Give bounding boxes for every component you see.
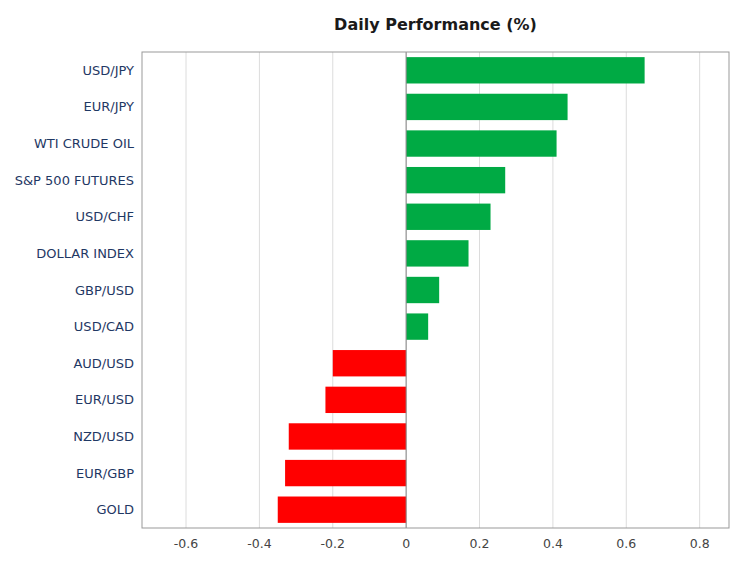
background: [0, 0, 753, 568]
bars: [278, 57, 645, 523]
x-tick-label: -0.2: [321, 536, 345, 551]
category-label: EUR/USD: [75, 392, 134, 407]
chart-svg: Daily Performance (%) -0.6 -0.4 -0.2 0 0.2 0.4…: [0, 0, 753, 568]
x-tick-label: 0: [402, 536, 410, 551]
grid-line: [626, 52, 627, 528]
bar: [406, 57, 644, 83]
category-label: EUR/JPY: [84, 99, 135, 114]
grid-line: [332, 52, 333, 528]
x-tick-label: 0.6: [616, 536, 636, 551]
bar: [333, 350, 406, 376]
category-label: S&P 500 FUTURES: [15, 173, 134, 188]
plot-frame: [142, 52, 729, 528]
category-label: DOLLAR INDEX: [36, 246, 134, 261]
x-tick-label: 0.8: [690, 536, 710, 551]
grid-line: [406, 52, 407, 528]
bar: [278, 497, 406, 523]
chart-title: Daily Performance (%): [334, 15, 537, 34]
x-tick-label: 0.2: [470, 536, 490, 551]
grid-line: [479, 52, 480, 528]
grid-line: [186, 52, 187, 528]
category-label: GOLD: [96, 502, 134, 517]
bar: [406, 313, 428, 339]
bar: [325, 387, 406, 413]
category-label: USD/JPY: [83, 63, 135, 78]
category-label: NZD/USD: [73, 429, 134, 444]
grid: [186, 52, 700, 528]
x-tick-label: -0.4: [247, 536, 271, 551]
x-tick-label: -0.6: [174, 536, 198, 551]
bar: [285, 460, 406, 486]
bar: [406, 130, 556, 156]
zero-line: [406, 52, 407, 528]
chart-container: Daily Performance (%) -0.6 -0.4 -0.2 0 0.2 0.4…: [0, 0, 753, 568]
bar: [406, 167, 505, 193]
category-label: USD/CHF: [76, 209, 135, 224]
category-label: WTI CRUDE OIL: [34, 136, 135, 151]
grid-line: [259, 52, 260, 528]
bar: [406, 277, 439, 303]
category-label: EUR/GBP: [76, 466, 134, 481]
category-label: AUD/USD: [73, 356, 134, 371]
bar: [406, 204, 490, 230]
bar: [406, 94, 567, 120]
category-label: GBP/USD: [75, 283, 134, 298]
grid-line: [552, 52, 553, 528]
grid-line: [699, 52, 700, 528]
bar: [289, 423, 406, 449]
category-label: USD/CAD: [74, 319, 134, 334]
x-tick-label: 0.4: [543, 536, 563, 551]
bar: [406, 240, 468, 266]
